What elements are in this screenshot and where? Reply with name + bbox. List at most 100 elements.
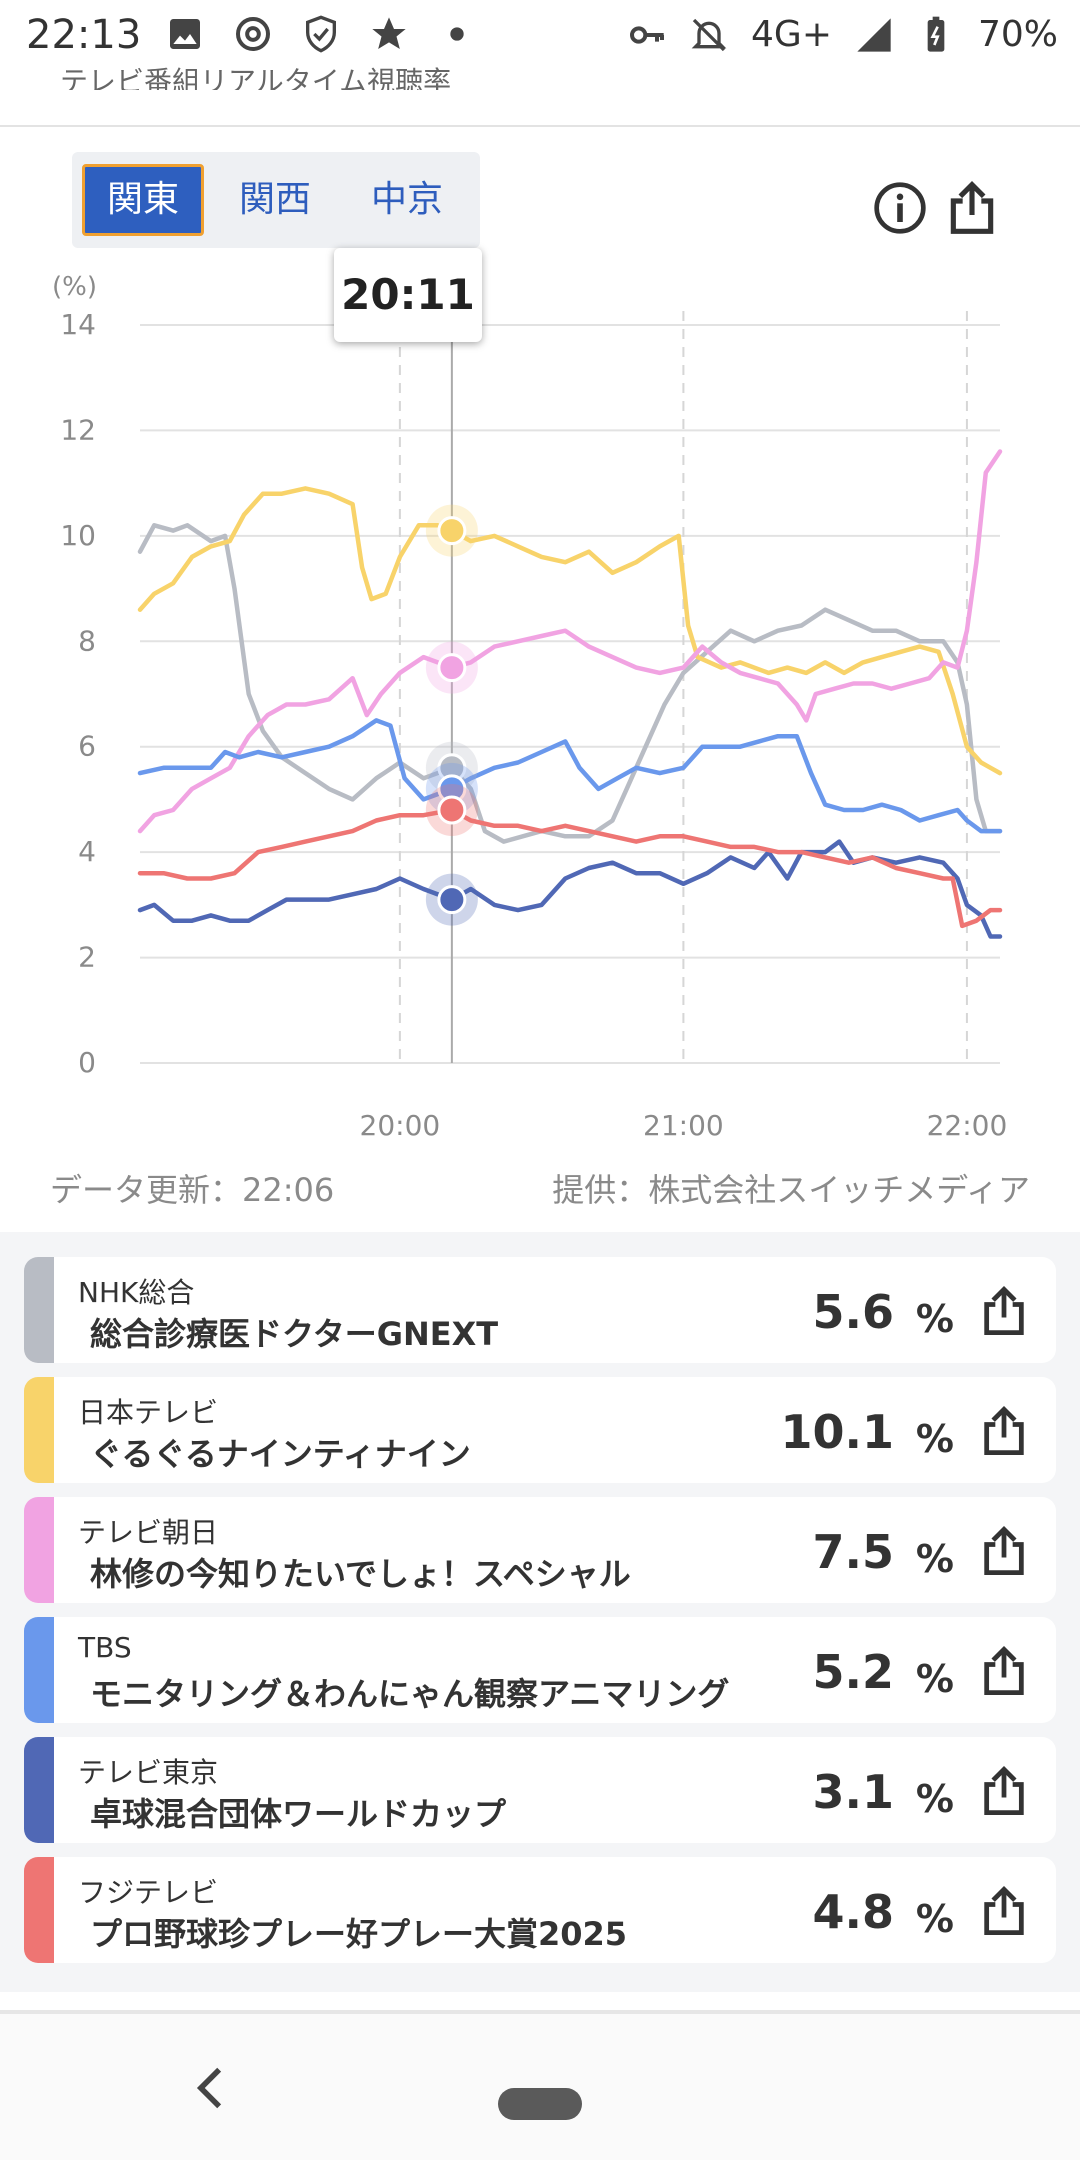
y-tick-label: 14 <box>60 308 96 341</box>
status-time: 22:13 <box>26 12 142 58</box>
program-title: プロ野球珍プレー好プレー大賞2025 <box>90 1915 628 1953</box>
station-name: TBS <box>78 1631 132 1664</box>
header-divider <box>0 125 1080 127</box>
rating-value: 7.5 <box>812 1525 895 1579</box>
series-line <box>137 718 1003 834</box>
channel-card-nhk[interactable]: NHK総合 総合診療医ドクターGNEXT 5.6 % <box>24 1257 1056 1363</box>
station-name: 日本テレビ <box>78 1396 219 1429</box>
region-tabs: 関東 関西 中京 <box>72 152 480 248</box>
channel-color-bar <box>24 1377 54 1483</box>
program-title: モニタリング＆わんにゃん観察アニマリング <box>90 1675 730 1713</box>
network-type: 4G+ <box>751 14 832 55</box>
x-axis-ticks: 20:00 21:00 22:00 <box>360 1109 1008 1142</box>
bell-off-icon <box>691 18 727 51</box>
program-title: 林修の今知りたいでしょ！スペシャル <box>90 1555 631 1593</box>
cursor-marker <box>437 653 467 683</box>
x-tick-label: 22:00 <box>927 1109 1008 1142</box>
channel-card-ntv[interactable]: 日本テレビ ぐるぐるナインティナイン 10.1 % <box>24 1377 1056 1483</box>
y-axis-label: (%) <box>52 272 97 302</box>
cursor-marker <box>437 795 467 825</box>
rating-unit: % <box>915 1897 954 1941</box>
data-provider: 提供：株式会社スイッチメディア <box>552 1171 1030 1209</box>
system-nav-bar <box>0 2014 1080 2160</box>
shield-icon <box>306 15 336 53</box>
program-title: ぐるぐるナインティナイン <box>90 1435 471 1473</box>
share-icon[interactable] <box>978 1405 1030 1457</box>
share-icon[interactable] <box>944 180 1000 236</box>
home-pill[interactable] <box>498 2088 582 2120</box>
y-tick-label: 4 <box>78 835 96 868</box>
battery-icon <box>927 16 945 52</box>
rating-value: 5.6 <box>812 1285 895 1339</box>
cursor-marker <box>437 885 467 915</box>
cursor-markers <box>425 504 478 926</box>
gallery-icon <box>170 19 200 49</box>
rating-unit: % <box>915 1777 954 1821</box>
y-tick-label: 2 <box>78 941 96 974</box>
channel-color-bar <box>24 1497 54 1603</box>
station-name: テレビ東京 <box>78 1756 219 1789</box>
tab-kansai[interactable]: 関西 <box>238 179 311 220</box>
back-icon[interactable] <box>192 2066 228 2110</box>
channel-card-tbs[interactable]: TBS モニタリング＆わんにゃん観察アニマリング 5.2 % <box>24 1617 1056 1723</box>
station-name: テレビ朝日 <box>78 1516 219 1549</box>
series-line <box>137 839 1003 939</box>
dot-icon <box>450 27 464 41</box>
program-title: 卓球混合団体ワールドカップ <box>90 1795 507 1833</box>
share-icon[interactable] <box>978 1765 1030 1817</box>
series-line <box>137 486 1003 776</box>
data-updated: データ更新：22:06 <box>50 1171 335 1209</box>
y-tick-label: 10 <box>60 519 96 552</box>
system-icons: 4G+ 70% <box>627 14 1058 55</box>
channel-color-bar <box>24 1617 54 1723</box>
status-bar: 22:13 4G+ 70% <box>0 0 1080 72</box>
channel-color-bar <box>24 1257 54 1363</box>
y-tick-label: 0 <box>78 1046 96 1079</box>
station-name: フジテレビ <box>78 1876 219 1909</box>
share-icon[interactable] <box>978 1645 1030 1697</box>
cursor-tooltip: 20:11 <box>334 248 482 342</box>
series-line <box>137 449 1003 834</box>
share-icon[interactable] <box>978 1885 1030 1937</box>
key-icon <box>630 25 665 44</box>
threads-icon <box>236 17 270 51</box>
tab-chukyo[interactable]: 中京 <box>370 179 443 220</box>
battery-level: 70% <box>977 14 1058 55</box>
channel-card-fuji[interactable]: フジテレビ プロ野球珍プレー好プレー大賞2025 4.8 % <box>24 1857 1056 1963</box>
share-icon[interactable] <box>978 1285 1030 1337</box>
x-tick-label: 20:00 <box>360 1109 441 1142</box>
chart-series <box>137 449 1003 939</box>
ratings-chart: (%) 0 2 4 6 8 10 12 14 20:00 21:00 22:00 <box>52 272 1008 1142</box>
rating-value: 10.1 <box>780 1405 895 1459</box>
channel-list: NHK総合 総合診療医ドクターGNEXT 5.6 % 日本テレビ ぐるぐるナイン… <box>0 1232 1080 1992</box>
channel-color-bar <box>24 1857 54 1963</box>
page-title: テレビ番組リアルタイム視聴率 <box>60 65 452 90</box>
y-tick-label: 6 <box>78 730 96 763</box>
star-icon <box>372 17 406 49</box>
cursor-marker <box>437 516 467 546</box>
channel-card-tv-asahi[interactable]: テレビ朝日 林修の今知りたいでしょ！スペシャル 7.5 % <box>24 1497 1056 1603</box>
y-tick-label: 8 <box>78 624 96 657</box>
rating-value: 4.8 <box>812 1885 895 1939</box>
channel-color-bar <box>24 1737 54 1843</box>
tab-kanto[interactable]: 関東 <box>82 164 204 236</box>
rating-value: 5.2 <box>812 1645 895 1699</box>
chart-grid <box>140 311 1000 1064</box>
series-line <box>137 523 1003 844</box>
x-tick-label: 21:00 <box>643 1109 724 1142</box>
y-tick-label: 12 <box>60 413 96 446</box>
rating-unit: % <box>915 1537 954 1581</box>
rating-value: 3.1 <box>812 1765 895 1819</box>
channel-card-tv-tokyo[interactable]: テレビ東京 卓球混合団体ワールドカップ 3.1 % <box>24 1737 1056 1843</box>
series-line <box>137 807 1003 929</box>
y-axis-ticks: 0 2 4 6 8 10 12 14 <box>60 308 96 1079</box>
station-name: NHK総合 <box>78 1276 195 1309</box>
program-title: 総合診療医ドクターGNEXT <box>90 1315 499 1353</box>
share-icon[interactable] <box>978 1525 1030 1577</box>
notification-icons <box>165 14 477 54</box>
signal-icon <box>857 17 891 52</box>
rating-unit: % <box>915 1657 954 1701</box>
rating-unit: % <box>915 1297 954 1341</box>
info-icon[interactable] <box>872 180 928 236</box>
rating-unit: % <box>915 1417 954 1461</box>
